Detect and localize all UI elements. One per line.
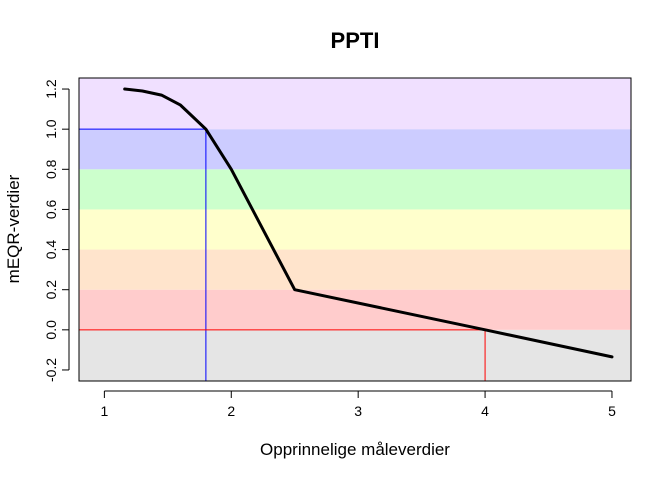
y-tick-label: 0.8 <box>43 159 59 179</box>
y-tick-label: 0.2 <box>43 280 59 300</box>
y-tick-label: 0.0 <box>43 320 59 340</box>
x-axis-title: Opprinnelige måleverdier <box>260 440 450 459</box>
reference-lines <box>79 128 486 381</box>
band-4 <box>79 169 631 210</box>
x-tick-label: 3 <box>354 403 362 419</box>
y-tick-label: 0.6 <box>43 199 59 219</box>
x-tick-label: 2 <box>227 403 235 419</box>
chart-title: PPTI <box>331 28 380 53</box>
series-line-0 <box>123 87 614 359</box>
series-layer <box>123 87 614 359</box>
plot-frame <box>78 77 632 382</box>
y-tick-label: 1.2 <box>43 79 59 99</box>
y-axis-title: mEQR-verdier <box>4 174 23 283</box>
band-3 <box>79 209 631 250</box>
band-1 <box>79 289 631 330</box>
y-tick-label: 0.4 <box>43 240 59 260</box>
band-5 <box>79 129 631 170</box>
y-tick-label: 1.0 <box>43 119 59 139</box>
background-bands <box>79 78 631 381</box>
band-2 <box>79 249 631 290</box>
y-axis: -0.2 0.0 0.2 0.4 0.6 0.8 1.0 1.2 <box>43 79 70 382</box>
x-tick-label: 1 <box>100 403 108 419</box>
x-axis: 1 2 3 4 5 <box>100 390 616 419</box>
band-0 <box>79 329 631 381</box>
y-tick-label: -0.2 <box>43 358 59 382</box>
band-6 <box>79 78 631 130</box>
x-tick-label: 5 <box>608 403 616 419</box>
x-tick-label: 4 <box>481 403 489 419</box>
